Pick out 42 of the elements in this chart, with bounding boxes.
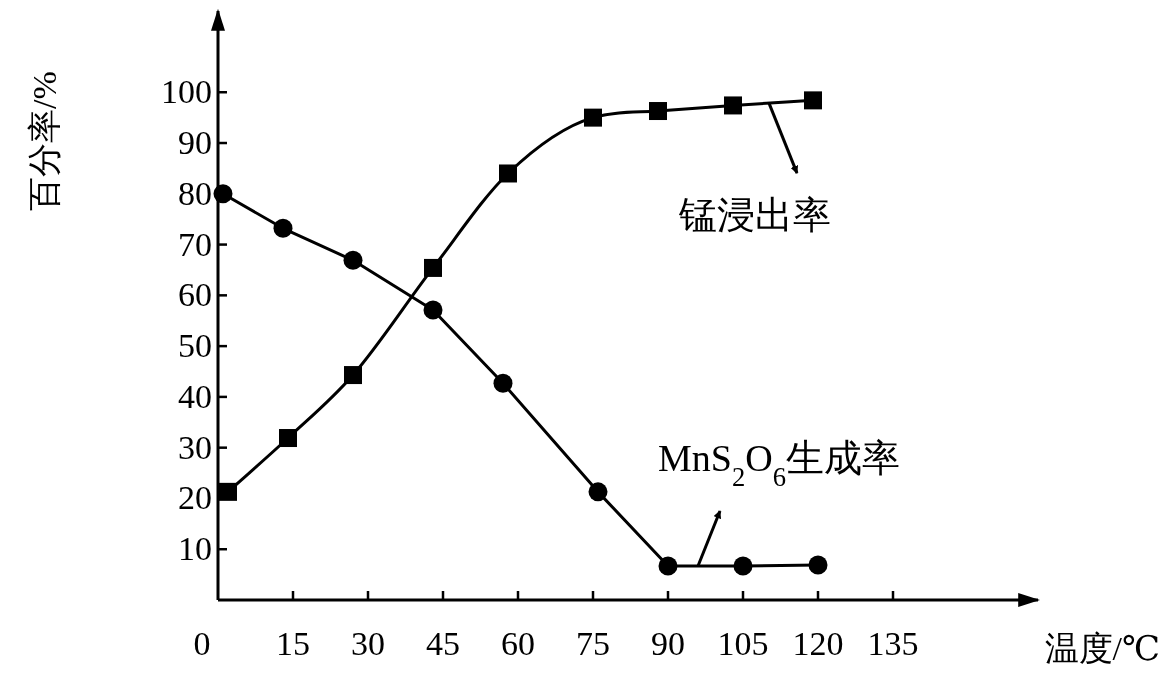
y-tick-label: 70 bbox=[178, 225, 212, 263]
y-tick-label: 100 bbox=[161, 73, 212, 111]
point bbox=[733, 556, 753, 576]
y-tick-label: 20 bbox=[178, 479, 212, 517]
x-tick-label: 120 bbox=[792, 625, 844, 662]
legend-label: 锰浸出率 bbox=[678, 194, 831, 237]
point bbox=[424, 258, 442, 277]
point bbox=[804, 91, 822, 110]
y-tick-label: 60 bbox=[178, 276, 212, 314]
x-tick-label: 15 bbox=[276, 625, 310, 662]
point bbox=[213, 184, 233, 204]
point bbox=[343, 250, 363, 270]
y-axis-title: 百分率/% bbox=[26, 71, 63, 211]
series-label: MnS$_{2}$O$_{6}$生成率 bbox=[658, 436, 900, 492]
point bbox=[588, 482, 608, 502]
y-tick-label: 80 bbox=[178, 174, 212, 212]
x-tick-label: 90 bbox=[651, 625, 685, 662]
point bbox=[344, 366, 362, 385]
point bbox=[499, 164, 517, 183]
point bbox=[808, 555, 828, 575]
point bbox=[658, 556, 678, 576]
point bbox=[649, 102, 667, 121]
y-tick-label: 10 bbox=[178, 530, 212, 568]
point bbox=[584, 108, 602, 127]
x-tick-label: 30 bbox=[351, 625, 385, 662]
point bbox=[279, 429, 297, 448]
x-tick-label: 135 bbox=[867, 625, 919, 662]
y-tick-label: 30 bbox=[178, 428, 212, 466]
x-tick-label: 45 bbox=[426, 625, 460, 662]
y-tick-label: 50 bbox=[178, 327, 212, 365]
point bbox=[273, 218, 293, 238]
x-tick-label: 0 bbox=[193, 625, 211, 662]
point bbox=[724, 96, 742, 115]
x-axis-title: 温度/℃ bbox=[1044, 630, 1160, 667]
x-tick-label: 75 bbox=[576, 625, 610, 662]
point bbox=[423, 300, 443, 320]
y-tick-label: 90 bbox=[178, 124, 212, 162]
x-tick-label: 105 bbox=[717, 625, 769, 662]
y-tick-label: 40 bbox=[178, 377, 212, 415]
point bbox=[219, 482, 237, 501]
x-tick-label: 60 bbox=[501, 625, 535, 662]
point bbox=[493, 373, 513, 393]
